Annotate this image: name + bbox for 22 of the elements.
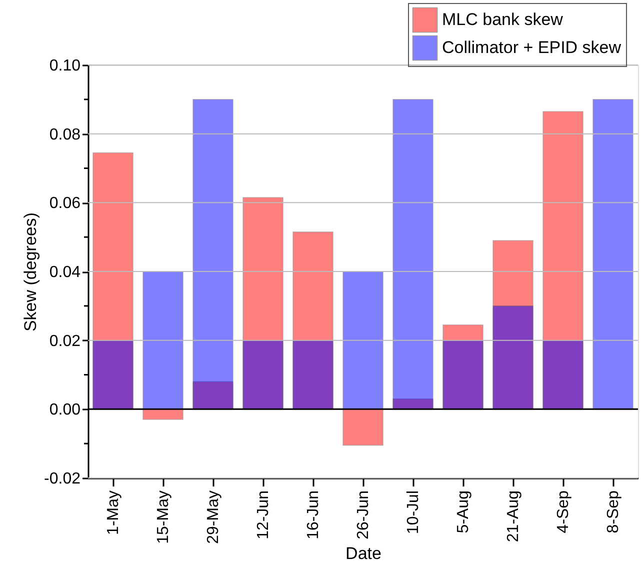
x-tick-label: 8-Sep <box>605 490 622 534</box>
x-tick-label: 26-Jun <box>355 490 372 540</box>
y-tick-label: 0.08 <box>49 126 81 144</box>
y-tick-label: 0.02 <box>49 332 81 350</box>
y-tick-label: 0.04 <box>49 264 81 281</box>
x-tick-label: 16-Jun <box>305 490 322 540</box>
legend-label: MLC bank skew <box>442 10 564 29</box>
x-tick-label: 21-Aug <box>505 490 522 542</box>
x-tick-label: 5-Aug <box>455 490 472 534</box>
y-tick-label: 0.06 <box>49 195 81 212</box>
legend-label: Collimator + EPID skew <box>442 38 622 57</box>
y-tick-label: 0.00 <box>49 402 81 419</box>
x-axis-title: Date <box>346 544 382 561</box>
y-tick-label: -0.02 <box>44 470 81 488</box>
x-tick-label: 15-May <box>155 490 172 544</box>
y-axis-title: Skew (degrees) <box>21 212 40 332</box>
x-tick-label: 10-Jul <box>405 490 422 534</box>
x-tick-label: 4-Sep <box>555 490 572 534</box>
x-tick-label: 1-May <box>105 490 122 535</box>
x-tick-label: 29-May <box>205 490 222 544</box>
y-tick-label: 0.10 <box>49 58 81 74</box>
x-tick-label: 12-Jun <box>255 490 272 540</box>
